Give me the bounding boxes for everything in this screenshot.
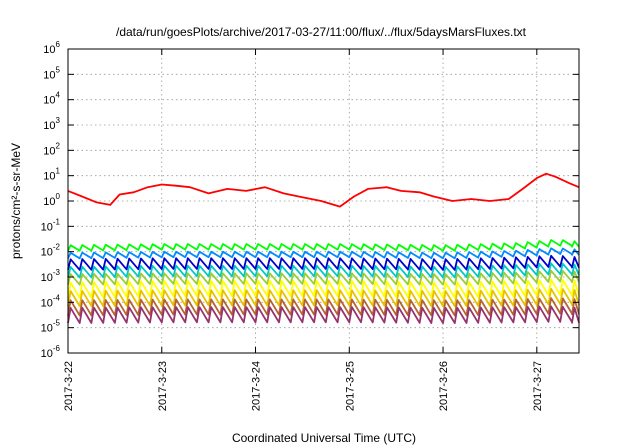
x-tick-labels: 2017-3-22 2017-3-23 2017-3-24 2017-3-25 2017… [63, 361, 544, 411]
y-tick-base: 10 [41, 247, 53, 259]
y-tick-exponent: -3 [53, 268, 61, 277]
y-tick-exponent: -6 [53, 344, 61, 353]
y-tick-label: 101 [43, 167, 60, 183]
y-tick-base: 10 [41, 272, 53, 284]
y-tick-label: 10-5 [41, 319, 61, 335]
y-tick-exponent: 1 [56, 167, 61, 176]
x-tick-label: 2017-3-25 [344, 361, 356, 411]
y-tick-exponent: -4 [53, 293, 61, 302]
y-tick-label: 10-4 [41, 293, 61, 309]
y-tick-label: 10-6 [41, 344, 61, 360]
series-line [67, 297, 580, 317]
y-tick-base: 10 [43, 120, 55, 132]
y-tick-exponent: -1 [53, 217, 61, 226]
chart-title: /data/run/goesPlots/archive/2017-03-27/1… [116, 25, 527, 39]
y-tick-base: 10 [41, 221, 53, 233]
y-tick-exponent: 2 [56, 141, 61, 150]
y-tick-exponent: -5 [53, 319, 61, 328]
y-tick-base: 10 [43, 69, 55, 81]
series-line [67, 269, 580, 286]
x-tick-label: 2017-3-27 [532, 361, 544, 411]
series-line [67, 247, 580, 260]
y-tick-base: 10 [41, 297, 53, 309]
y-tick-base: 10 [43, 196, 55, 208]
y-tick-label: 106 [43, 40, 60, 56]
y-tick-exponent: 0 [56, 192, 61, 201]
y-tick-base: 10 [43, 95, 55, 107]
y-tick-label: 10-2 [41, 243, 61, 259]
y-tick-labels: 10-610-510-410-310-210-11001011021031041… [41, 40, 61, 360]
y-tick-base: 10 [43, 44, 55, 56]
series-line [67, 172, 580, 208]
y-tick-base: 10 [41, 348, 53, 360]
axis-ticks [67, 48, 579, 354]
y-tick-label: 103 [43, 116, 60, 132]
x-tick-label: 2017-3-24 [251, 361, 263, 411]
series-line [67, 305, 580, 324]
y-tick-label: 10-3 [41, 268, 61, 284]
y-tick-label: 100 [43, 192, 60, 208]
series-layer [67, 172, 580, 324]
y-tick-exponent: 5 [56, 65, 61, 74]
y-tick-base: 10 [43, 171, 55, 183]
y-tick-exponent: 6 [56, 40, 61, 49]
x-tick-label: 2017-3-22 [63, 361, 75, 411]
y-tick-label: 10-1 [41, 217, 61, 233]
series-line [67, 278, 580, 299]
y-tick-label: 105 [43, 65, 60, 81]
y-tick-base: 10 [41, 323, 53, 335]
x-axis-label: Coordinated Universal Time (UTC) [232, 431, 416, 445]
y-tick-exponent: -2 [53, 243, 61, 252]
x-tick-label: 2017-3-26 [438, 361, 450, 411]
series-line [67, 287, 580, 308]
y-tick-exponent: 3 [56, 116, 61, 125]
series-line [67, 262, 580, 279]
y-tick-exponent: 4 [56, 91, 61, 100]
y-tick-base: 10 [43, 145, 55, 157]
y-axis-label: protons/cm²-s-sr-MeV [9, 143, 23, 259]
x-tick-label: 2017-3-23 [157, 361, 169, 411]
y-tick-label: 104 [43, 91, 60, 107]
y-tick-label: 102 [43, 141, 60, 157]
series-line [67, 239, 580, 252]
series-line [67, 254, 580, 271]
